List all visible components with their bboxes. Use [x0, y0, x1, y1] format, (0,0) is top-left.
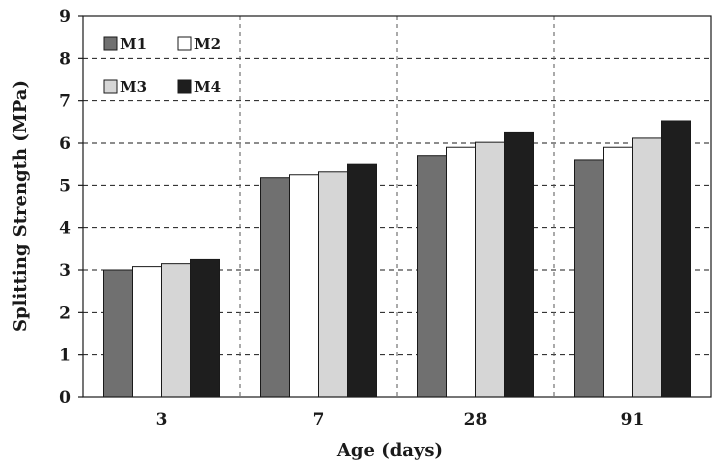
- legend-item-m2: M2: [177, 35, 221, 53]
- legend-label: M4: [194, 78, 221, 96]
- x-tick-label: 91: [621, 410, 645, 430]
- bar-m3-91: [632, 137, 662, 398]
- y-tick-label: 0: [59, 388, 71, 408]
- legend-swatch: [177, 79, 192, 94]
- legend-label: M1: [120, 35, 147, 53]
- bar-m4-7: [347, 163, 377, 398]
- bar-m1-91: [574, 159, 604, 398]
- y-tick-label: 4: [59, 219, 71, 239]
- y-tick-label: 3: [59, 261, 71, 281]
- bar-m2-28: [446, 146, 476, 398]
- y-tick-label: 7: [59, 92, 71, 112]
- y-tick-label: 6: [59, 134, 71, 154]
- bar-m1-28: [417, 155, 447, 398]
- y-tick-label: 9: [59, 7, 71, 27]
- bar-m3-3: [161, 263, 191, 398]
- bar-m4-3: [190, 258, 220, 398]
- bar-m2-91: [603, 146, 633, 398]
- y-tick-label: 1: [59, 346, 71, 366]
- y-axis-label: Splitting Strength (MPa): [10, 80, 31, 332]
- x-tick-labels: 3 7 28 91: [156, 410, 645, 430]
- y-tick-label: 5: [59, 176, 71, 196]
- bar-group: [103, 120, 691, 398]
- legend-swatch: [103, 36, 118, 51]
- x-tick-label: 7: [313, 410, 325, 430]
- bar-m4-91: [661, 120, 691, 398]
- x-tick-label: 3: [156, 410, 168, 430]
- x-axis-label: Age (days): [336, 440, 443, 461]
- y-tick-label: 8: [59, 49, 71, 69]
- legend-item-m4: M4: [177, 78, 221, 96]
- bar-m1-7: [260, 177, 290, 398]
- bar-m2-3: [132, 266, 162, 398]
- axes: [78, 15, 712, 398]
- bar-m3-28: [475, 141, 505, 398]
- bar-m4-28: [504, 131, 534, 398]
- legend-item-m1: M1: [103, 35, 147, 53]
- bar-m2-7: [289, 174, 319, 398]
- y-tick-labels: 0 1 2 3 4 5 6 7 8 9: [59, 7, 71, 408]
- legend-label: M2: [194, 35, 221, 53]
- bar-m1-3: [103, 269, 133, 398]
- x-tick-label: 28: [464, 410, 488, 430]
- y-tick-label: 2: [59, 303, 71, 323]
- legend-item-m3: M3: [103, 78, 147, 96]
- legend-label: M3: [120, 78, 147, 96]
- legend-swatch: [103, 79, 118, 94]
- bar-m3-7: [318, 171, 348, 398]
- legend: M1 M2 M3 M4: [103, 35, 221, 96]
- legend-swatch: [177, 36, 192, 51]
- plot-frame: [82, 15, 712, 398]
